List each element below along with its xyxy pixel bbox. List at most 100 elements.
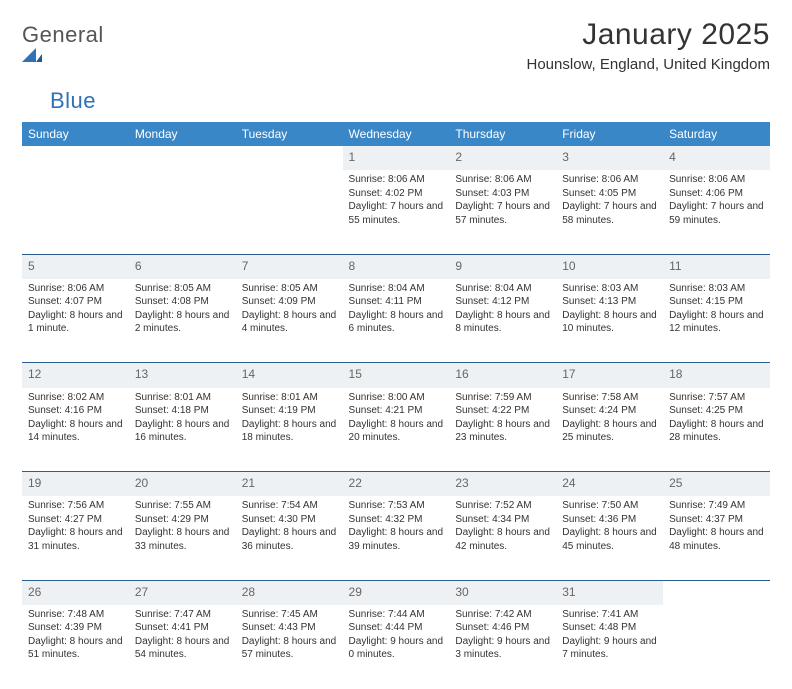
sunset-text: Sunset: 4:16 PM	[28, 404, 123, 418]
day-number-cell: 28	[236, 580, 343, 605]
daylight-text: Daylight: 9 hours and 3 minutes.	[455, 635, 550, 662]
sunset-text: Sunset: 4:25 PM	[669, 404, 764, 418]
sunrise-text: Sunrise: 8:03 AM	[669, 282, 764, 296]
logo-text: General Blue	[22, 22, 104, 114]
day-detail-cell: Sunrise: 7:54 AMSunset: 4:30 PMDaylight:…	[236, 496, 343, 580]
daylight-text: Daylight: 7 hours and 58 minutes.	[562, 200, 657, 227]
day-number-cell: 4	[663, 146, 770, 170]
day-header: Wednesday	[343, 122, 450, 146]
day-detail-cell	[236, 170, 343, 254]
sunrise-text: Sunrise: 8:06 AM	[28, 282, 123, 296]
sunset-text: Sunset: 4:15 PM	[669, 295, 764, 309]
day-detail-cell: Sunrise: 7:42 AMSunset: 4:46 PMDaylight:…	[449, 605, 556, 689]
sunset-text: Sunset: 4:07 PM	[28, 295, 123, 309]
sunset-text: Sunset: 4:12 PM	[455, 295, 550, 309]
day-number-cell	[663, 580, 770, 605]
day-detail-cell: Sunrise: 8:04 AMSunset: 4:11 PMDaylight:…	[343, 279, 450, 363]
day-number-cell: 17	[556, 363, 663, 388]
day-number: 24	[562, 475, 657, 491]
day-number: 20	[135, 475, 230, 491]
day-number-cell: 16	[449, 363, 556, 388]
day-detail-cell	[129, 170, 236, 254]
day-number-cell: 9	[449, 254, 556, 279]
week-detail-row: Sunrise: 8:02 AMSunset: 4:16 PM Daylight:…	[22, 388, 770, 472]
daylight-text: Daylight: 8 hours and 10 minutes.	[562, 309, 657, 336]
day-detail-cell: Sunrise: 8:06 AMSunset: 4:02 PMDaylight:…	[343, 170, 450, 254]
day-number: 13	[135, 366, 230, 382]
day-number-cell: 19	[22, 472, 129, 497]
day-number: 18	[669, 366, 764, 382]
day-number: 17	[562, 366, 657, 382]
daylight-text: Daylight: 8 hours and 25 minutes.	[562, 418, 657, 445]
sunrise-text: Sunrise: 8:02 AM	[28, 391, 123, 405]
daylight-text: Daylight: 9 hours and 0 minutes.	[349, 635, 444, 662]
day-number: 29	[349, 584, 444, 600]
day-detail-cell: Sunrise: 7:45 AMSunset: 4:43 PMDaylight:…	[236, 605, 343, 689]
sunset-text: Sunset: 4:37 PM	[669, 513, 764, 527]
day-number-cell: 1	[343, 146, 450, 170]
logo: General Blue	[22, 18, 104, 114]
day-number: 27	[135, 584, 230, 600]
week-detail-row: Sunrise: 8:06 AMSunset: 4:02 PMDaylight:…	[22, 170, 770, 254]
daylight-text: Daylight: 8 hours and 39 minutes.	[349, 526, 444, 553]
day-detail-cell: Sunrise: 7:55 AMSunset: 4:29 PMDaylight:…	[129, 496, 236, 580]
location: Hounslow, England, United Kingdom	[527, 56, 771, 73]
daylight-text: Daylight: 8 hours and 8 minutes.	[455, 309, 550, 336]
sunrise-text: Sunrise: 8:06 AM	[562, 173, 657, 187]
sunrise-text: Sunrise: 7:45 AM	[242, 608, 337, 622]
day-number-cell: 26	[22, 580, 129, 605]
week-detail-row: Sunrise: 7:48 AMSunset: 4:39 PMDaylight:…	[22, 605, 770, 689]
day-detail-cell: Sunrise: 7:41 AMSunset: 4:48 PMDaylight:…	[556, 605, 663, 689]
sunrise-text: Sunrise: 7:54 AM	[242, 499, 337, 513]
day-detail-cell: Sunrise: 8:03 AMSunset: 4:13 PMDaylight:…	[556, 279, 663, 363]
week-number-row: 262728293031	[22, 580, 770, 605]
sunrise-text: Sunrise: 7:49 AM	[669, 499, 764, 513]
calendar-table: Sunday Monday Tuesday Wednesday Thursday…	[22, 122, 770, 689]
calendar-body: 1234Sunrise: 8:06 AMSunset: 4:02 PMDayli…	[22, 146, 770, 689]
sunset-text: Sunset: 4:22 PM	[455, 404, 550, 418]
day-number-cell: 24	[556, 472, 663, 497]
day-number: 19	[28, 475, 123, 491]
sunrise-text: Sunrise: 8:04 AM	[455, 282, 550, 296]
logo-word1: General	[22, 22, 104, 47]
daylight-text: Daylight: 8 hours and 4 minutes.	[242, 309, 337, 336]
daylight-text: Daylight: 7 hours and 57 minutes.	[455, 200, 550, 227]
day-number: 25	[669, 475, 764, 491]
sunrise-text: Sunrise: 7:42 AM	[455, 608, 550, 622]
day-number-cell: 20	[129, 472, 236, 497]
week-number-row: 1234	[22, 146, 770, 170]
day-number: 3	[562, 149, 657, 165]
day-number: 4	[669, 149, 764, 165]
sunrise-text: Sunrise: 7:50 AM	[562, 499, 657, 513]
sunset-text: Sunset: 4:27 PM	[28, 513, 123, 527]
sunrise-text: Sunrise: 7:59 AM	[455, 391, 550, 405]
daylight-text: Daylight: 8 hours and 20 minutes.	[349, 418, 444, 445]
day-number-cell: 25	[663, 472, 770, 497]
sunset-text: Sunset: 4:13 PM	[562, 295, 657, 309]
daylight-text: Daylight: 8 hours and 23 minutes.	[455, 418, 550, 445]
day-detail-cell: Sunrise: 8:06 AMSunset: 4:07 PMDaylight:…	[22, 279, 129, 363]
day-detail-cell: Sunrise: 8:02 AMSunset: 4:16 PMDaylight:…	[22, 388, 129, 472]
sunset-text: Sunset: 4:41 PM	[135, 621, 230, 635]
sunset-text: Sunset: 4:18 PM	[135, 404, 230, 418]
day-detail-cell: Sunrise: 8:01 AMSunset: 4:18 PMDaylight:…	[129, 388, 236, 472]
sunrise-text: Sunrise: 7:53 AM	[349, 499, 444, 513]
day-number-cell: 10	[556, 254, 663, 279]
day-number: 2	[455, 149, 550, 165]
day-header: Thursday	[449, 122, 556, 146]
sunrise-text: Sunrise: 7:56 AM	[28, 499, 123, 513]
sunrise-text: Sunrise: 8:05 AM	[135, 282, 230, 296]
sunrise-text: Sunrise: 8:05 AM	[242, 282, 337, 296]
day-detail-cell: Sunrise: 8:06 AMSunset: 4:06 PMDaylight:…	[663, 170, 770, 254]
sunset-text: Sunset: 4:48 PM	[562, 621, 657, 635]
day-detail-cell: Sunrise: 8:00 AMSunset: 4:21 PMDaylight:…	[343, 388, 450, 472]
daylight-text: Daylight: 8 hours and 51 minutes.	[28, 635, 123, 662]
daylight-text: Daylight: 8 hours and 48 minutes.	[669, 526, 764, 553]
week-detail-row: Sunrise: 7:56 AMSunset: 4:27 PM Daylight:…	[22, 496, 770, 580]
header: General Blue January 2025 Hounslow, Engl…	[22, 18, 770, 114]
day-number-cell	[129, 146, 236, 170]
day-detail-cell	[663, 605, 770, 689]
sunset-text: Sunset: 4:34 PM	[455, 513, 550, 527]
daylight-text: Daylight: 8 hours and 16 minutes.	[135, 418, 230, 445]
day-number: 26	[28, 584, 123, 600]
